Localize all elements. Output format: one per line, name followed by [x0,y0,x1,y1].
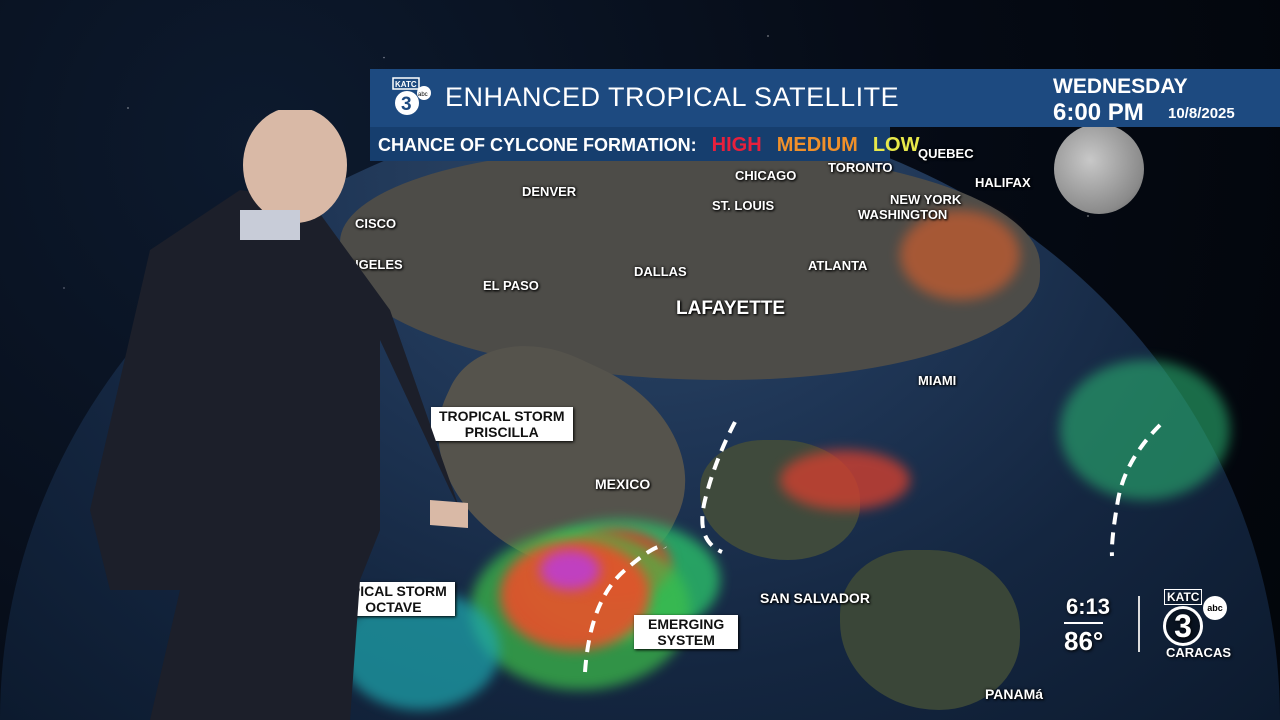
svg-text:abc: abc [418,92,428,98]
presenter [90,110,470,720]
city-quebec: QUEBEC [918,146,974,161]
city-panama: PANAMá [985,686,1044,702]
city-san-salvador: SAN SALVADOR [760,590,870,606]
bug-network: abc [1203,596,1227,620]
city-halifax: HALIFAX [975,175,1031,190]
bug-channel: 3 [1163,606,1203,646]
city-new-york: NEW YORK [890,192,962,207]
city-washington: WASHINGTON [858,207,948,222]
city-chicago: CHICAGO [735,168,797,183]
city-mexico: MEXICO [595,476,651,492]
storm-label-line1: OPICAL STORM [340,583,447,599]
title-bar: KATC 3 abc ENHANCED TROPICAL SATELLITE W… [370,69,1280,127]
legend-low: LOW [872,134,920,156]
cyclone-legend: CHANCE OF CYLCONE FORMATION: HIGH MEDIUM… [370,127,919,161]
katc-logo-icon: KATC 3 abc [392,77,431,115]
city-lafayette: LAFAYETTE [676,298,786,319]
bug-station: KATC [1164,589,1203,605]
city-dallas: DALLAS [634,264,687,279]
storm-label-line2: SYSTEM [657,632,715,648]
legend-high: HIGH [711,134,762,156]
city-st-louis: ST. LOUIS [712,198,775,213]
legend-medium: MEDIUM [776,134,858,156]
bug-divider [1138,596,1140,652]
svg-text:3: 3 [401,94,412,115]
forecast-time: 6:00 PM [1053,99,1144,126]
moon [1054,124,1144,214]
city-san-francisco: CISCO [355,216,397,231]
legend-label: CHANCE OF CYLCONE FORMATION: [378,135,697,155]
forecast-day: WEDNESDAY [1053,75,1188,98]
city-toronto: TORONTO [828,160,893,175]
storm-label-line1: TROPICAL STORM [439,408,565,424]
city-denver: DENVER [522,184,577,199]
storm-label-priscilla: TROPICAL STORM PRISCILLA [431,407,573,441]
bug-location: CARACAS [1166,645,1231,660]
storm-label-emerging-system: EMERGING SYSTEM [634,615,739,649]
storm-label-line2: OCTAVE [365,599,422,615]
city-atlanta: ATLANTA [808,258,868,273]
bug-clock: 6:13 [1066,594,1111,619]
city-el-paso: EL PASO [483,278,539,293]
forecast-date: 10/8/2025 [1168,105,1235,122]
graphic-title: ENHANCED TROPICAL SATELLITE [445,82,900,112]
svg-text:KATC: KATC [395,80,417,89]
storm-label-line1: EMERGING [648,616,725,632]
bug-temperature: 86° [1064,622,1104,657]
storm-label-line2: PRISCILLA [464,424,539,440]
city-miami: MIAMI [918,373,957,388]
